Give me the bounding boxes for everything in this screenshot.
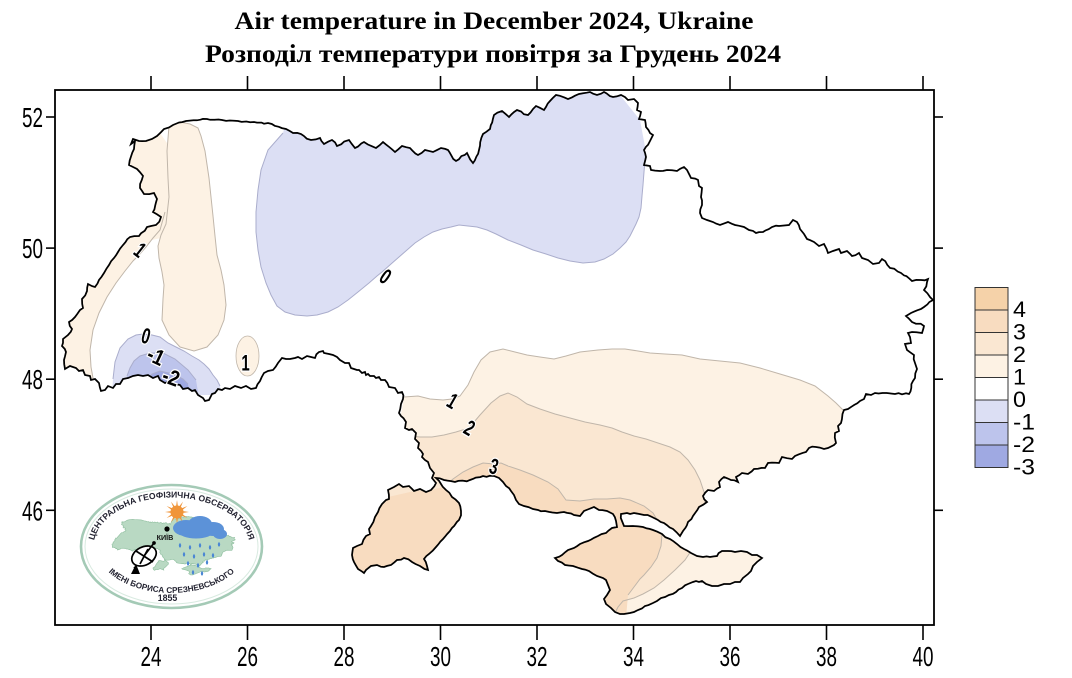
svg-text:1: 1 — [241, 351, 249, 376]
svg-text:28: 28 — [334, 641, 355, 672]
svg-text:Розподіл температури повітря з: Розподіл температури повітря за Грудень … — [205, 41, 782, 68]
svg-text:52: 52 — [22, 102, 43, 133]
svg-text:38: 38 — [816, 641, 837, 672]
svg-text:1: 1 — [1013, 365, 1026, 390]
svg-text:50: 50 — [22, 233, 43, 264]
svg-text:Air temperature in December 20: Air temperature in December 2024, Ukrain… — [235, 8, 754, 35]
svg-text:36: 36 — [720, 641, 741, 672]
svg-text:24: 24 — [141, 641, 162, 672]
svg-text:40: 40 — [913, 641, 934, 672]
svg-text:26: 26 — [237, 641, 258, 672]
svg-text:0: 0 — [1013, 387, 1026, 412]
svg-text:34: 34 — [623, 641, 644, 672]
svg-text:1: 1 — [241, 351, 249, 376]
svg-text:4: 4 — [1013, 297, 1026, 322]
svg-text:-3: -3 — [1013, 455, 1035, 480]
svg-text:30: 30 — [430, 641, 451, 672]
svg-text:1855: 1855 — [158, 593, 178, 603]
svg-text:КИЇВ: КИЇВ — [157, 533, 174, 542]
svg-text:46: 46 — [22, 495, 43, 526]
svg-text:-1: -1 — [1013, 410, 1035, 435]
svg-text:2: 2 — [1013, 342, 1026, 367]
svg-text:3: 3 — [1013, 320, 1026, 345]
svg-text:-2: -2 — [1013, 432, 1035, 457]
svg-text:32: 32 — [527, 641, 548, 672]
svg-text:48: 48 — [22, 364, 43, 395]
